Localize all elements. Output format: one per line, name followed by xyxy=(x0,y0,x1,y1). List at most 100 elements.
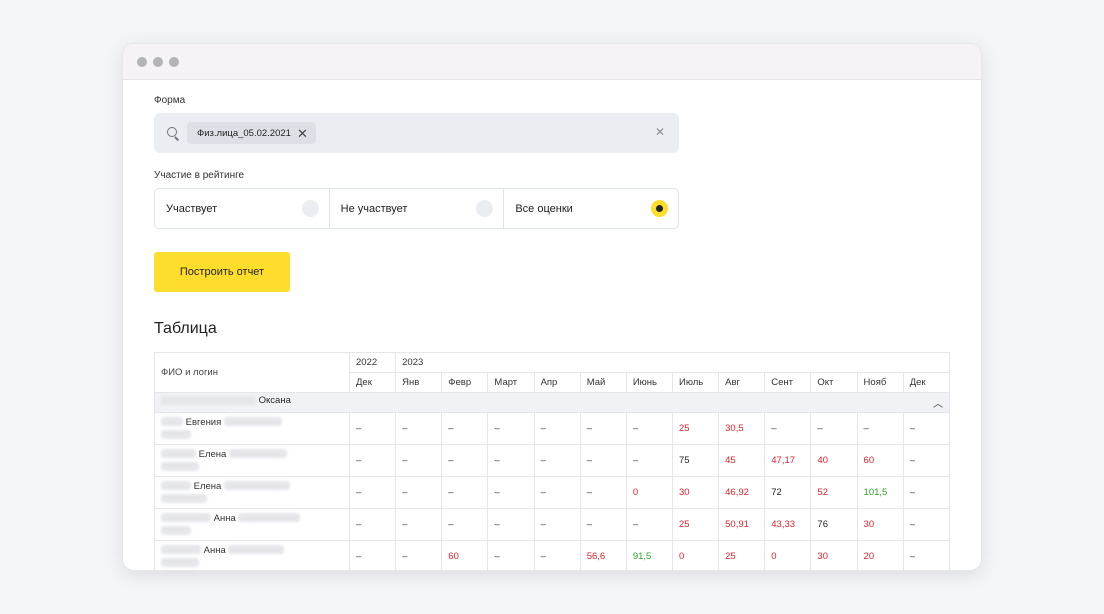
group-name: Оксана xyxy=(258,395,291,406)
table-row[interactable]: Елена – – – – – – –75 45 47,17 40 60– xyxy=(154,444,951,477)
value-cell: 52 xyxy=(810,476,858,509)
blurred-surname xyxy=(161,417,183,427)
name-cell: Елена xyxy=(154,476,350,509)
month-header: Дек xyxy=(348,372,397,393)
rating-radio-group: Участвует Не участвует Все оценки xyxy=(154,188,679,229)
value-cell: – xyxy=(441,508,489,541)
chip-label: Физ.лица_05.02.2021 xyxy=(197,127,291,139)
year-header: 2023 xyxy=(395,352,950,373)
value-cell: – xyxy=(902,508,951,541)
value-cell: 30 xyxy=(810,540,858,570)
value-cell: – xyxy=(487,540,535,570)
radio-label: Участвует xyxy=(166,202,218,215)
radio-circle-selected[interactable] xyxy=(651,200,669,217)
blurred-patronymic xyxy=(228,545,285,555)
month-header: Февр xyxy=(441,372,489,393)
radio-not-participates[interactable]: Не участвует xyxy=(330,189,505,228)
person-name: Евгения xyxy=(183,416,224,428)
browser-window: Форма Физ.лица_05.02.2021 ✕ ✕ Участие в … xyxy=(122,43,982,571)
table-row[interactable]: Анна – –60– –56,6 91,5 0 25 0 30 20– xyxy=(154,540,951,570)
value-cell: – xyxy=(856,412,904,445)
value-cell: 0 xyxy=(671,540,720,570)
radio-all-grades[interactable]: Все оценки xyxy=(504,189,678,228)
table-row[interactable]: Анна – – – – – – –25 50,91 43,33 76 30– xyxy=(154,508,951,541)
blurred-patronymic xyxy=(228,449,287,459)
chip-remove-icon[interactable]: ✕ xyxy=(296,125,308,141)
value-cell: – xyxy=(579,508,627,541)
value-cell: 30 xyxy=(856,508,904,541)
form-label: Форма xyxy=(154,95,186,106)
value-cell: – xyxy=(348,476,397,509)
blurred-surname xyxy=(161,449,196,459)
report-table: ФИО и логин 2022 2023 Дек Янв Февр Март Апр М… xyxy=(154,352,951,570)
value-cell: 0 xyxy=(764,540,812,570)
value-cell: – xyxy=(764,412,812,445)
value-cell: 56,6 xyxy=(579,540,627,570)
form-search-input[interactable]: Физ.лица_05.02.2021 ✕ ✕ xyxy=(154,113,679,153)
title-bar xyxy=(123,44,981,80)
blurred-patronymic xyxy=(223,481,290,491)
value-cell: – xyxy=(902,412,951,445)
month-header: Сент xyxy=(764,372,812,393)
month-header: Июнь xyxy=(625,372,673,393)
radio-participates[interactable]: Участвует xyxy=(155,189,330,228)
value-cell: – xyxy=(902,444,951,477)
value-cell: – xyxy=(579,476,627,509)
value-cell: 45 xyxy=(718,444,766,477)
report-form: Форма Физ.лица_05.02.2021 ✕ ✕ Участие в … xyxy=(154,80,951,570)
name-cell: Анна xyxy=(154,508,350,541)
value-cell: 76 xyxy=(810,508,858,541)
person-name: Елена xyxy=(191,480,224,492)
clear-icon[interactable]: ✕ xyxy=(654,125,665,139)
value-cell: 30,5 xyxy=(718,412,766,445)
value-cell: 25 xyxy=(718,540,766,570)
blurred-patronymic xyxy=(238,513,301,523)
blurred-surname xyxy=(161,481,191,491)
value-cell: – xyxy=(625,412,673,445)
month-header: Апр xyxy=(533,372,581,393)
blurred-surname xyxy=(161,545,201,555)
month-header: Авг xyxy=(718,372,766,393)
value-cell: – xyxy=(533,476,581,509)
value-cell: 60 xyxy=(856,444,904,477)
radio-circle[interactable] xyxy=(476,200,494,217)
value-cell: 30 xyxy=(671,476,720,509)
value-cell: – xyxy=(533,508,581,541)
radio-label: Не участвует xyxy=(340,202,408,215)
value-cell: – xyxy=(441,476,489,509)
value-cell: – xyxy=(395,412,443,445)
blurred-login xyxy=(161,526,191,536)
value-cell: 101,5 xyxy=(856,476,904,509)
value-cell: 75 xyxy=(671,444,720,477)
value-cell: – xyxy=(348,444,397,477)
month-header: Май xyxy=(579,372,627,393)
value-cell: – xyxy=(533,540,581,570)
group-row[interactable]: Оксана ︿ xyxy=(154,392,950,413)
person-name: Анна xyxy=(211,512,239,524)
blurred-login xyxy=(161,558,199,568)
blurred-patronymic xyxy=(223,417,282,427)
section-title: Таблица xyxy=(154,320,217,337)
value-cell: – xyxy=(348,508,397,541)
value-cell: – xyxy=(395,540,443,570)
table-row[interactable]: Елена – – – – – –0 30 46,92 72 52 101,5– xyxy=(154,476,951,509)
window-dot-close[interactable] xyxy=(137,56,147,67)
selected-form-chip[interactable]: Физ.лица_05.02.2021 ✕ xyxy=(187,122,316,144)
value-cell: 0 xyxy=(625,476,673,509)
value-cell: 43,33 xyxy=(764,508,812,541)
month-header: Окт xyxy=(810,372,858,393)
window-dot-maximize[interactable] xyxy=(169,56,179,67)
build-report-button[interactable]: Построить отчет xyxy=(154,252,290,292)
value-cell: – xyxy=(902,540,951,570)
month-header: Нояб xyxy=(856,372,904,393)
chevron-up-icon[interactable]: ︿ xyxy=(933,399,943,410)
value-cell: – xyxy=(902,476,951,509)
radio-circle[interactable] xyxy=(301,200,319,217)
rating-label: Участие в рейтинге xyxy=(154,170,245,181)
value-cell: – xyxy=(395,508,443,541)
window-dot-minimize[interactable] xyxy=(153,56,163,67)
table-row[interactable]: Евгения – – – – – – –25 30,5– – – – xyxy=(154,412,951,445)
value-cell: – xyxy=(348,540,397,570)
value-cell: – xyxy=(625,444,673,477)
month-header: Июль xyxy=(671,372,720,393)
